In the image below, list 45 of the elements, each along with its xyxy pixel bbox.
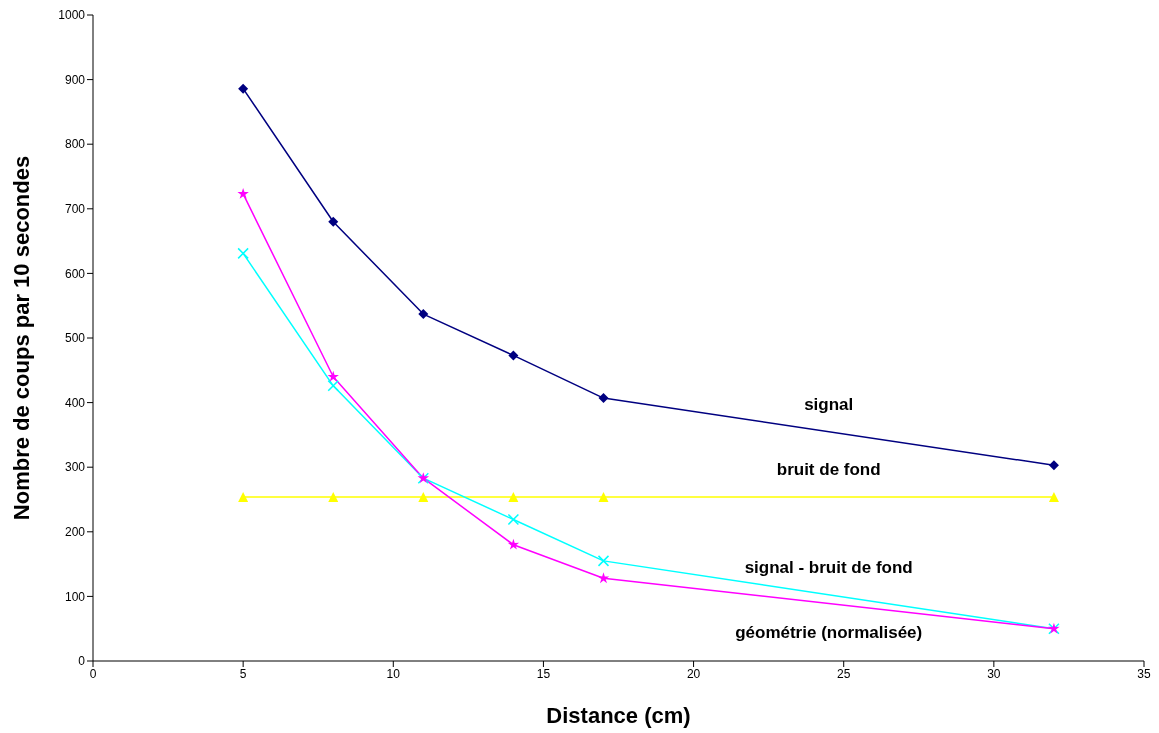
y-tick-label: 800 bbox=[64, 137, 86, 152]
x-tick-label: 35 bbox=[1137, 666, 1151, 681]
x-tick-label: 25 bbox=[837, 666, 851, 681]
y-tick-label: 100 bbox=[64, 589, 86, 604]
x-axis-title: Distance (cm) bbox=[546, 703, 691, 728]
point bbox=[238, 83, 249, 94]
y-tick-label: 0 bbox=[78, 654, 86, 669]
point bbox=[597, 555, 610, 567]
point bbox=[597, 572, 610, 584]
point bbox=[237, 187, 249, 199]
point bbox=[238, 491, 249, 502]
point bbox=[598, 393, 609, 404]
x-tick-label: 30 bbox=[987, 666, 1001, 681]
point bbox=[507, 513, 520, 526]
point bbox=[237, 247, 249, 260]
series-label: signal bbox=[804, 394, 854, 414]
x-tick-label: 5 bbox=[239, 666, 247, 681]
y-tick-label: 400 bbox=[64, 395, 86, 410]
y-axis-title: Nombre de coups par 10 secondes bbox=[8, 155, 34, 521]
y-tick-label: 600 bbox=[64, 266, 86, 281]
point bbox=[508, 350, 519, 361]
point bbox=[508, 491, 519, 502]
series-label: bruit de fond bbox=[776, 459, 881, 479]
point bbox=[327, 370, 339, 382]
point bbox=[1048, 491, 1059, 502]
x-tick-label: 15 bbox=[536, 666, 551, 681]
y-tick-label: 700 bbox=[64, 202, 86, 217]
point bbox=[328, 216, 339, 227]
point bbox=[418, 309, 429, 320]
y-tick-label: 1000 bbox=[58, 8, 86, 23]
x-tick-label: 20 bbox=[686, 666, 701, 681]
y-tick-label: 900 bbox=[64, 72, 86, 87]
series-label: signal - bruit de fond bbox=[744, 557, 913, 577]
point bbox=[327, 380, 339, 392]
y-tick-label: 500 bbox=[64, 331, 86, 346]
point bbox=[418, 491, 429, 502]
x-tick-label: 0 bbox=[89, 666, 97, 681]
x-tick-label: 10 bbox=[386, 666, 401, 681]
point bbox=[598, 491, 609, 502]
series-label: géométrie (normalisée) bbox=[735, 622, 923, 642]
point bbox=[328, 491, 339, 502]
point bbox=[507, 538, 520, 550]
point bbox=[1048, 460, 1059, 471]
y-tick-label: 300 bbox=[64, 460, 86, 475]
y-tick-label: 200 bbox=[64, 525, 86, 540]
